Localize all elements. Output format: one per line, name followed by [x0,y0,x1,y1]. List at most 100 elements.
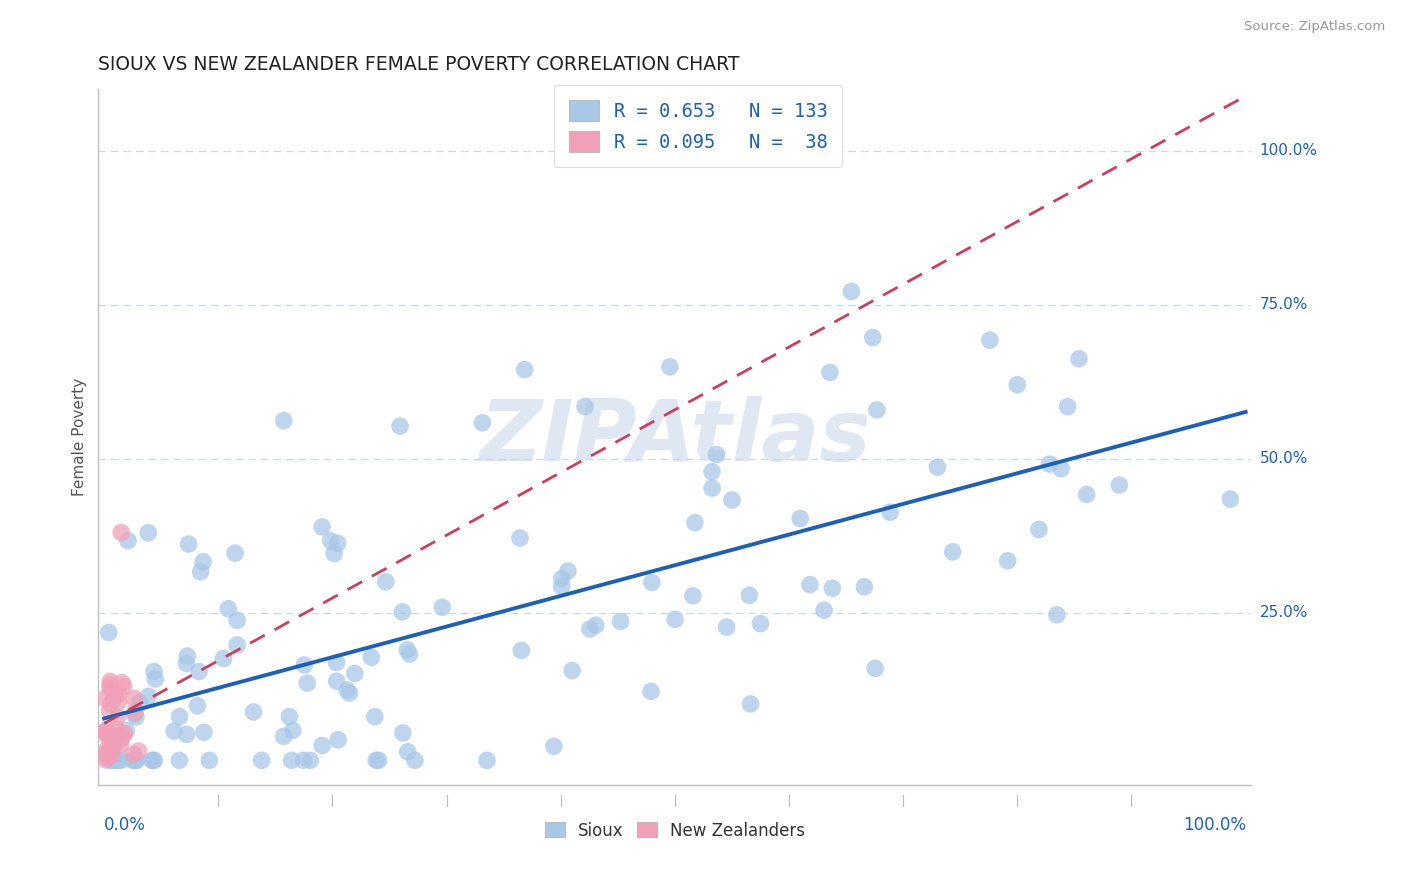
Point [280,753,302,767]
Point [143,753,166,767]
Point [121,753,143,767]
Point [927,460,949,475]
Point [706,448,728,462]
Point [111,727,134,741]
Point [96,727,118,741]
Point [281,723,304,738]
Point [128,696,150,710]
Point [658,359,681,374]
Point [392,726,415,740]
Point [98,681,121,696]
Point [176,727,198,741]
Point [273,414,295,428]
Point [104,753,127,767]
Point [107,695,129,709]
Point [513,362,536,376]
Point [217,601,239,615]
Point [789,511,811,525]
Point [117,533,139,548]
Point [475,753,498,767]
Point [551,572,574,586]
Point [339,686,361,700]
Point [997,554,1019,568]
Point [574,400,596,414]
Point [141,753,163,767]
Point [198,753,221,767]
Point [543,739,565,754]
Point [292,753,315,767]
Point [432,600,454,615]
Point [125,753,148,767]
Point [125,710,148,724]
Point [105,728,128,742]
Point [193,725,215,739]
Point [1219,492,1241,507]
Point [226,638,249,652]
Point [799,577,821,591]
Point [226,613,249,627]
Point [169,709,191,723]
Point [122,753,145,767]
Point [94,724,117,739]
Point [396,642,419,657]
Point [98,674,121,689]
Point [391,605,413,619]
Point [1038,457,1060,471]
Point [103,738,125,752]
Text: 100.0%: 100.0% [1182,815,1246,833]
Point [374,574,396,589]
Y-axis label: Female Poverty: Female Poverty [72,378,87,496]
Point [177,537,200,551]
Point [191,555,214,569]
Point [738,588,761,602]
Point [682,589,704,603]
Text: 100.0%: 100.0% [1260,144,1317,158]
Point [396,745,419,759]
Point [124,706,146,720]
Point [1076,487,1098,501]
Point [188,665,211,679]
Point [107,753,129,767]
Point [1108,478,1130,492]
Point [112,680,135,694]
Point [100,741,122,756]
Point [862,330,884,344]
Point [325,656,347,670]
Point [94,724,117,739]
Point [176,657,198,671]
Text: 0.0%: 0.0% [104,815,146,833]
Point [190,565,212,579]
Point [813,603,835,617]
Point [879,505,901,519]
Point [108,731,131,745]
Point [105,753,128,767]
Point [136,690,159,704]
Point [110,738,132,752]
Text: 50.0%: 50.0% [1260,451,1308,467]
Point [389,419,412,434]
Point [561,664,583,678]
Point [143,672,166,686]
Point [866,403,889,417]
Point [579,622,602,636]
Point [841,285,863,299]
Point [721,492,744,507]
Point [325,674,347,689]
Point [863,661,886,675]
Point [609,615,631,629]
Point [103,689,125,703]
Point [1007,377,1029,392]
Point [111,675,134,690]
Point [311,520,333,534]
Text: 75.0%: 75.0% [1260,297,1308,312]
Legend: Sioux, New Zealanders: Sioux, New Zealanders [538,815,811,847]
Point [364,709,387,723]
Point [664,612,686,626]
Point [94,753,117,767]
Point [942,545,965,559]
Point [585,618,607,632]
Point [122,691,145,706]
Point [716,620,738,634]
Point [326,536,349,550]
Point [319,533,342,548]
